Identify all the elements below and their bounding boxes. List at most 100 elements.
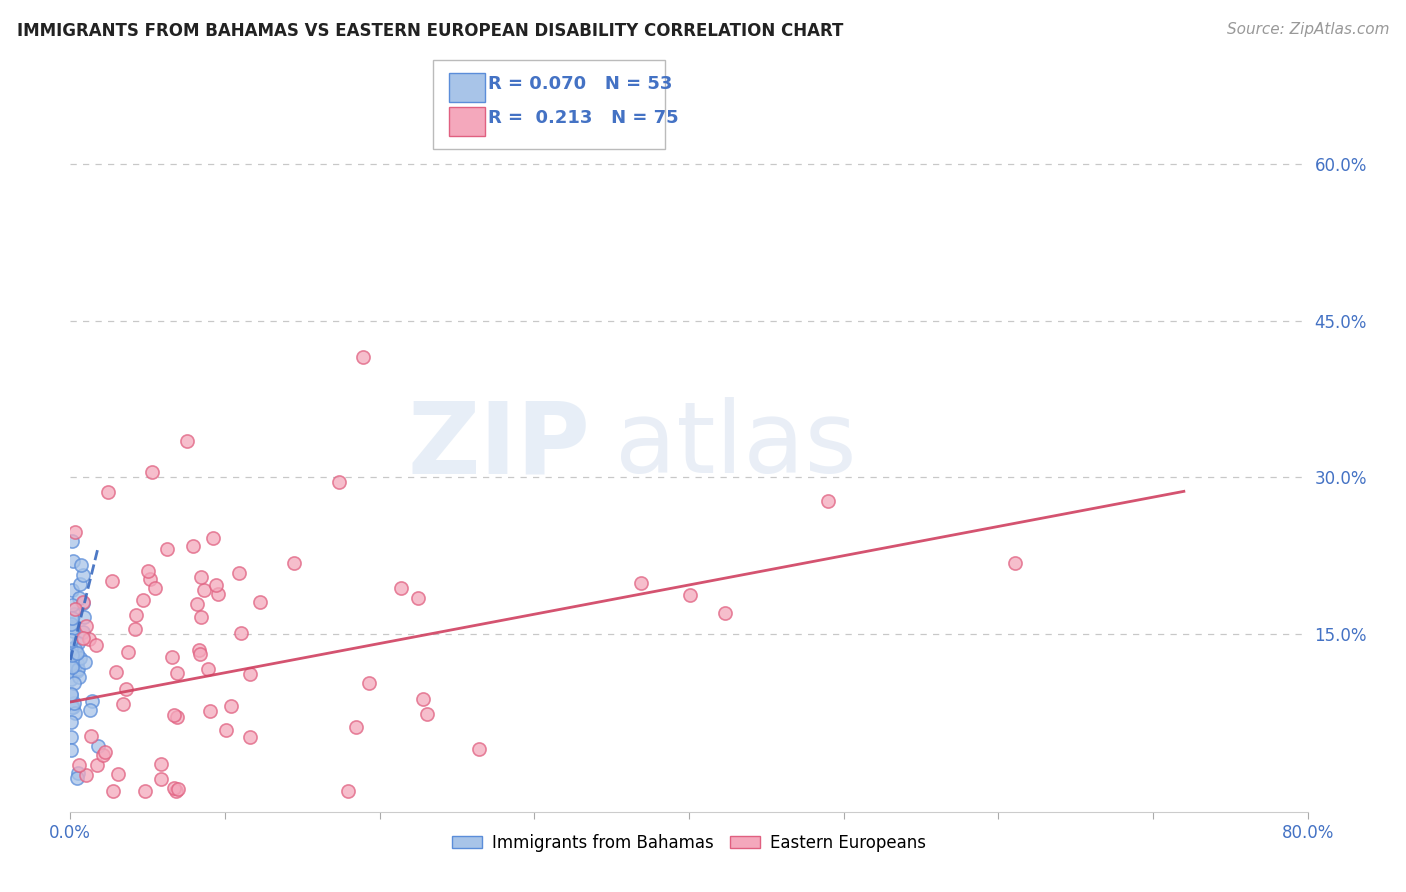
Text: atlas: atlas [614, 398, 856, 494]
Point [201, 531, 224, 545]
Point [63, 525, 86, 540]
Point [62, 554, 84, 568]
Point [337, 784, 360, 798]
Point [713, 606, 735, 620]
Point [66, 665, 89, 679]
Point [66, 656, 89, 670]
Point [125, 607, 148, 622]
Point [60, 598, 83, 612]
Point [62, 622, 84, 636]
Text: Source: ZipAtlas.com: Source: ZipAtlas.com [1226, 22, 1389, 37]
Point [80, 694, 103, 708]
Point [136, 564, 159, 578]
Point [60, 533, 83, 548]
Point [249, 595, 271, 609]
Point [166, 666, 188, 681]
Point [167, 781, 190, 796]
Point [105, 665, 128, 679]
Point [239, 666, 262, 681]
Point [66, 646, 89, 660]
Point [328, 475, 350, 490]
Point [62, 607, 84, 621]
Point [352, 350, 374, 364]
Point [124, 622, 146, 636]
Point [193, 582, 215, 597]
Point [60, 656, 83, 670]
Point [62, 646, 84, 660]
Point [60, 611, 83, 625]
Point [75, 655, 97, 669]
Point [72, 596, 94, 610]
Point [165, 784, 187, 798]
Point [69, 651, 91, 665]
Point [359, 676, 381, 690]
Point [163, 708, 186, 723]
Point [630, 575, 652, 590]
Point [221, 698, 243, 713]
Point [283, 556, 305, 570]
Point [1004, 557, 1026, 571]
Point [72, 631, 94, 645]
Point [60, 648, 83, 663]
Point [60, 642, 83, 657]
Point [60, 688, 83, 702]
Point [163, 781, 186, 796]
Point [67, 757, 90, 772]
Point [111, 697, 134, 711]
Point [87, 739, 110, 753]
Point [187, 643, 209, 657]
Point [190, 648, 212, 662]
Point [412, 692, 434, 706]
Point [60, 657, 83, 671]
Point [176, 434, 198, 449]
Point [406, 591, 429, 605]
Point [115, 681, 138, 696]
Point [69, 577, 91, 591]
Point [62, 699, 84, 714]
Point [107, 767, 129, 781]
Point [344, 720, 367, 734]
Point [72, 567, 94, 582]
Point [143, 582, 166, 596]
Point [86, 758, 108, 772]
Point [134, 784, 156, 798]
Point [66, 635, 89, 649]
Point [141, 465, 163, 479]
Point [70, 558, 93, 572]
Point [67, 591, 90, 605]
Point [160, 650, 183, 665]
Text: R = 0.070   N = 53: R = 0.070 N = 53 [488, 75, 672, 93]
Point [150, 757, 173, 772]
Point [66, 771, 89, 785]
Point [66, 662, 89, 676]
Point [60, 715, 83, 730]
Point [67, 765, 90, 780]
Point [166, 710, 188, 724]
Point [117, 645, 139, 659]
Point [101, 574, 124, 588]
Point [231, 625, 253, 640]
Point [228, 566, 250, 581]
Point [62, 641, 84, 656]
Point [60, 633, 83, 648]
Point [72, 625, 94, 640]
Point [205, 578, 228, 592]
Point [63, 641, 86, 656]
Point [60, 645, 83, 659]
Text: ZIP: ZIP [408, 398, 591, 494]
Point [65, 648, 87, 662]
Point [817, 494, 839, 508]
Point [190, 570, 212, 584]
Point [156, 541, 179, 556]
Point [60, 672, 83, 686]
Point [72, 595, 94, 609]
Point [139, 572, 162, 586]
Point [60, 620, 83, 634]
Point [62, 624, 84, 638]
Point [79, 703, 101, 717]
Point [389, 582, 412, 596]
Point [75, 768, 97, 782]
Point [75, 618, 97, 632]
Point [80, 730, 103, 744]
Point [60, 743, 83, 757]
